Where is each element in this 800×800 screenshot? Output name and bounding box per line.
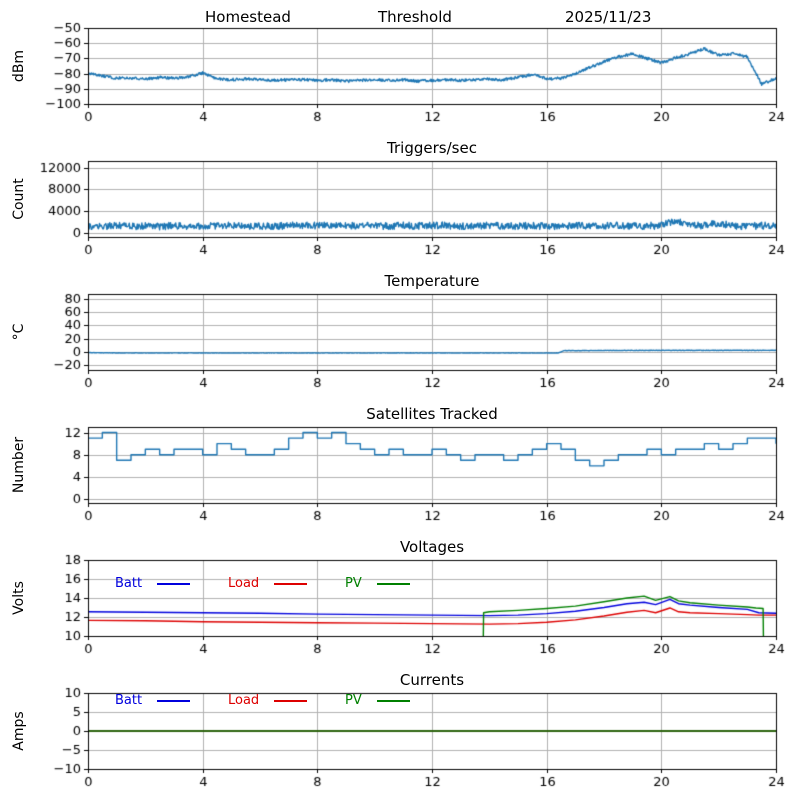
legend-entry-load: Load [228, 693, 308, 708]
plot-canvas-temperature [0, 266, 800, 399]
chart-panel-triggers: Triggers/sec Count [0, 133, 800, 266]
chart-panel-temperature: Temperature °C [0, 266, 800, 399]
legend-line-sample [376, 699, 410, 702]
plot-canvas-signal [0, 0, 800, 133]
y-axis-label-dbm: dBm [11, 49, 27, 83]
y-axis-label-count: Count [11, 178, 27, 220]
chart-panel-signal: Homestead Threshold 2025/11/23 dBm [0, 0, 800, 133]
header-station: Homestead [205, 8, 291, 26]
legend-entry-batt: Batt [115, 693, 191, 708]
chart-title-voltages: Voltages [399, 538, 465, 556]
plot-canvas-satellites [0, 399, 800, 532]
chart-panel-voltages: Voltages Volts Batt Load PV [0, 532, 800, 665]
legend-entry-pv: PV [345, 576, 410, 591]
legend-label: PV [345, 693, 362, 708]
legend-label: Batt [115, 693, 143, 708]
legend-line-sample [274, 582, 308, 585]
legend-line-sample [157, 582, 191, 585]
y-axis-label-volts: Volts [11, 581, 27, 615]
legend-entry-batt: Batt [115, 576, 191, 591]
header-date: 2025/11/23 [565, 8, 652, 26]
plot-canvas-currents [0, 665, 800, 798]
legend-label: Batt [115, 576, 143, 591]
plot-canvas-voltages [0, 532, 800, 665]
plot-canvas-triggers [0, 133, 800, 266]
legend-label: Load [228, 576, 260, 591]
chart-title-temperature: Temperature [384, 272, 480, 290]
chart-title-currents: Currents [399, 671, 465, 689]
legend-label: Load [228, 693, 260, 708]
legend-label: PV [345, 576, 362, 591]
legend-line-sample [376, 582, 410, 585]
y-axis-label-number: Number [11, 436, 27, 494]
y-axis-label-amps: Amps [11, 711, 27, 751]
legend-line-sample [157, 699, 191, 702]
y-axis-label-celsius: °C [11, 323, 27, 341]
legend-entry-load: Load [228, 576, 308, 591]
legend-line-sample [274, 699, 308, 702]
chart-title-satellites: Satellites Tracked [366, 405, 498, 423]
chart-panel-currents: Currents Amps Batt Load PV [0, 665, 800, 798]
header-mode: Threshold [378, 8, 452, 26]
legend-entry-pv: PV [345, 693, 410, 708]
chart-title-triggers: Triggers/sec [387, 139, 477, 157]
chart-panel-satellites: Satellites Tracked Number [0, 399, 800, 532]
